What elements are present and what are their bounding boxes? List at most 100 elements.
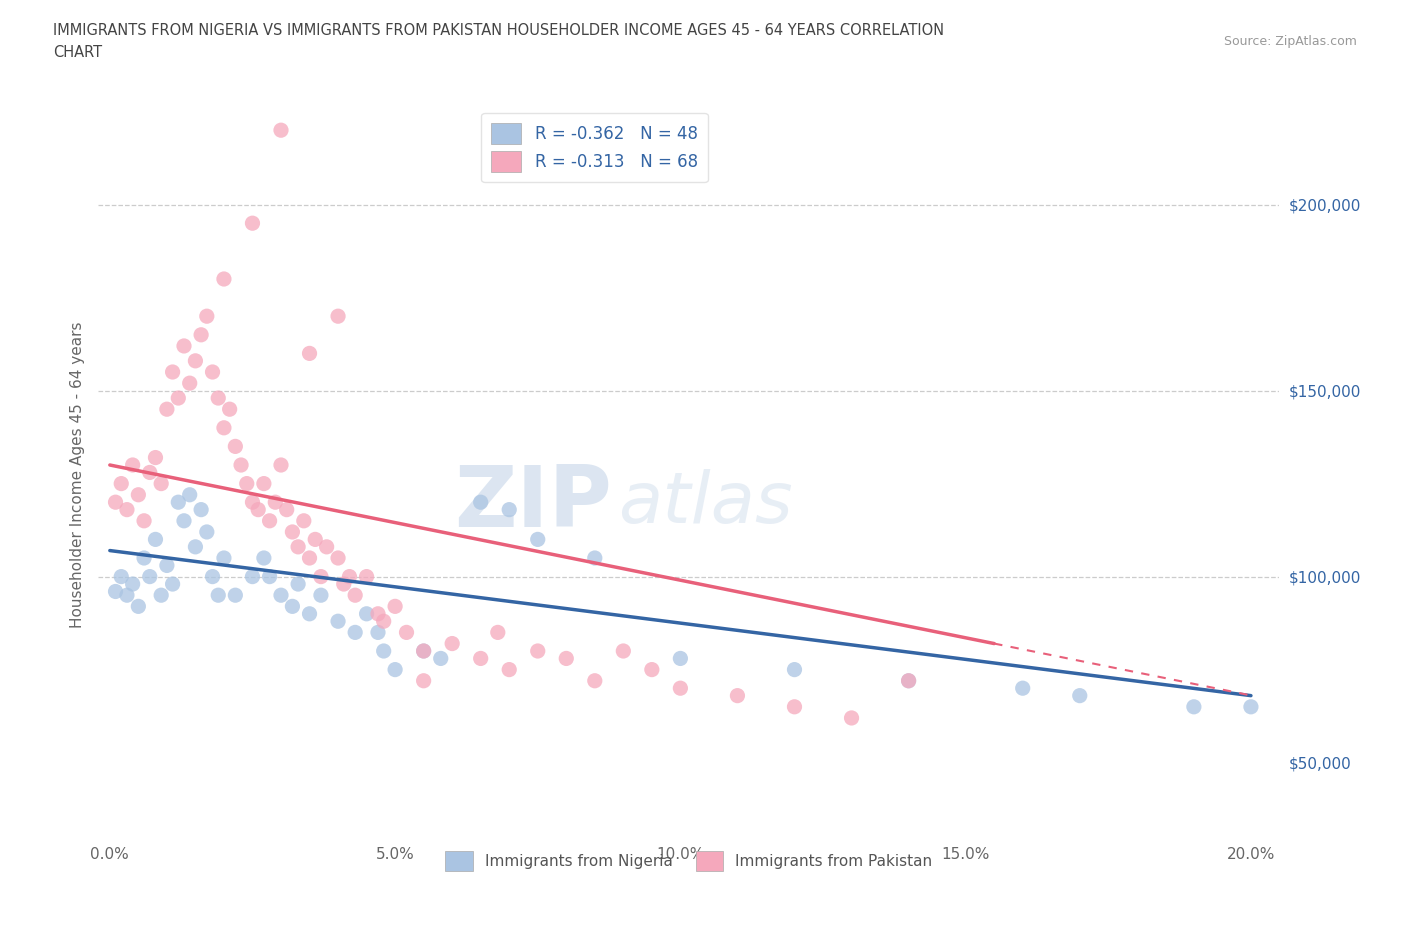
Point xyxy=(304,532,326,547)
Point xyxy=(326,614,349,629)
Point xyxy=(104,495,127,510)
Point xyxy=(270,458,292,472)
Point xyxy=(104,584,127,599)
Text: Source: ZipAtlas.com: Source: ZipAtlas.com xyxy=(1223,35,1357,48)
Point xyxy=(242,495,264,510)
Point xyxy=(207,391,229,405)
Legend: Immigrants from Nigeria, Immigrants from Pakistan: Immigrants from Nigeria, Immigrants from… xyxy=(436,843,942,880)
Point xyxy=(121,577,143,591)
Point xyxy=(139,569,162,584)
Point xyxy=(229,458,252,472)
Point xyxy=(156,558,179,573)
Point xyxy=(326,551,349,565)
Point xyxy=(179,376,201,391)
Point xyxy=(367,625,389,640)
Point xyxy=(344,625,367,640)
Point xyxy=(356,606,378,621)
Point xyxy=(259,569,281,584)
Point xyxy=(115,588,138,603)
Point xyxy=(470,495,492,510)
Point xyxy=(173,513,195,528)
Point xyxy=(315,539,337,554)
Point xyxy=(373,614,395,629)
Point xyxy=(326,309,349,324)
Point xyxy=(276,502,298,517)
Point xyxy=(184,539,207,554)
Point xyxy=(783,699,806,714)
Point xyxy=(441,636,464,651)
Point xyxy=(429,651,451,666)
Point xyxy=(612,644,634,658)
Point xyxy=(292,513,315,528)
Point xyxy=(195,309,218,324)
Point xyxy=(287,577,309,591)
Point xyxy=(253,476,276,491)
Point xyxy=(486,625,509,640)
Point xyxy=(669,651,692,666)
Point xyxy=(218,402,240,417)
Point xyxy=(132,551,155,565)
Point xyxy=(179,487,201,502)
Point xyxy=(367,606,389,621)
Point xyxy=(1011,681,1033,696)
Point xyxy=(1182,699,1205,714)
Point xyxy=(201,365,224,379)
Point xyxy=(783,662,806,677)
Point xyxy=(583,551,606,565)
Point xyxy=(150,476,173,491)
Point xyxy=(498,502,520,517)
Point xyxy=(127,599,149,614)
Point xyxy=(115,502,138,517)
Point xyxy=(356,569,378,584)
Text: atlas: atlas xyxy=(619,469,793,538)
Point xyxy=(1240,699,1263,714)
Point xyxy=(412,644,434,658)
Point xyxy=(725,688,748,703)
Point xyxy=(201,569,224,584)
Point xyxy=(641,662,664,677)
Point xyxy=(412,644,434,658)
Point xyxy=(264,495,287,510)
Point xyxy=(162,577,184,591)
Point xyxy=(236,476,259,491)
Point xyxy=(212,551,235,565)
Point xyxy=(281,525,304,539)
Point xyxy=(242,216,264,231)
Point xyxy=(121,458,143,472)
Point xyxy=(190,502,212,517)
Point xyxy=(145,532,167,547)
Point xyxy=(309,569,332,584)
Point xyxy=(207,588,229,603)
Point xyxy=(224,588,246,603)
Point xyxy=(167,495,190,510)
Point xyxy=(150,588,173,603)
Point xyxy=(339,569,361,584)
Point xyxy=(184,353,207,368)
Point xyxy=(1069,688,1091,703)
Point xyxy=(190,327,212,342)
Point xyxy=(212,420,235,435)
Point xyxy=(287,539,309,554)
Point xyxy=(156,402,179,417)
Point xyxy=(470,651,492,666)
Point xyxy=(498,662,520,677)
Point xyxy=(167,391,190,405)
Point xyxy=(259,513,281,528)
Point xyxy=(332,577,354,591)
Point xyxy=(270,123,292,138)
Point xyxy=(309,588,332,603)
Point xyxy=(526,532,548,547)
Y-axis label: Householder Income Ages 45 - 64 years: Householder Income Ages 45 - 64 years xyxy=(69,321,84,628)
Point xyxy=(162,365,184,379)
Point xyxy=(344,588,367,603)
Point xyxy=(412,673,434,688)
Point xyxy=(669,681,692,696)
Point xyxy=(555,651,578,666)
Point xyxy=(127,487,149,502)
Point xyxy=(195,525,218,539)
Point xyxy=(110,476,132,491)
Point xyxy=(298,551,321,565)
Point xyxy=(841,711,863,725)
Point xyxy=(270,588,292,603)
Point xyxy=(281,599,304,614)
